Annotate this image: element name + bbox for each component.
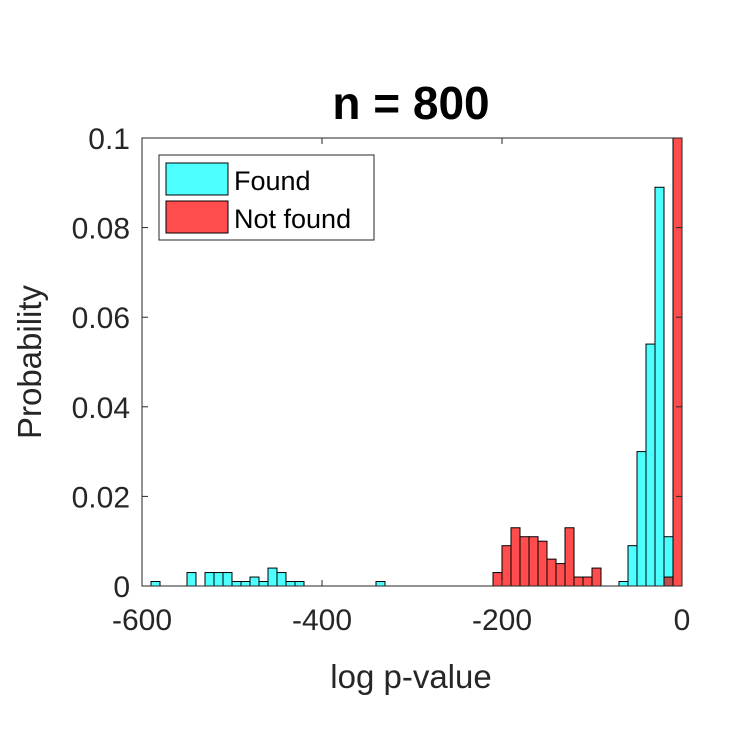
y-tick-label: 0.02 bbox=[72, 481, 130, 514]
axis-ticks: -600 -400 -200 0 0 0.02 0.04 0.06 0.08 0.1 bbox=[72, 123, 691, 637]
bar-found bbox=[285, 581, 296, 587]
bar-found bbox=[150, 581, 161, 587]
bar-found bbox=[222, 572, 233, 587]
x-tick-label: -200 bbox=[472, 604, 532, 637]
x-tick-label: 0 bbox=[674, 604, 691, 637]
y-tick-label: 0.08 bbox=[72, 213, 130, 246]
bar-not-found bbox=[582, 576, 593, 587]
bar-not-found bbox=[537, 540, 548, 587]
plot-frame bbox=[141, 137, 683, 587]
y-tick-label: 0.06 bbox=[72, 302, 130, 335]
bar-found bbox=[294, 581, 305, 587]
bar-found bbox=[636, 451, 647, 587]
bar-overlap bbox=[663, 576, 674, 587]
bar-not-found bbox=[672, 137, 683, 587]
legend-swatch-not-found bbox=[165, 200, 229, 234]
bar-found bbox=[186, 572, 197, 587]
legend-swatch-found bbox=[165, 162, 229, 196]
bar-found bbox=[663, 536, 674, 578]
y-tick-label: 0.04 bbox=[72, 392, 130, 425]
bar-found bbox=[645, 343, 656, 587]
bar-found bbox=[267, 567, 278, 587]
bar-not-found bbox=[492, 572, 503, 587]
bar-not-found bbox=[573, 576, 584, 587]
x-tick-label: -400 bbox=[292, 604, 352, 637]
y-tick-label: 0 bbox=[113, 571, 130, 604]
bar-not-found bbox=[591, 567, 602, 587]
bar-found bbox=[249, 576, 260, 587]
legend-label-not-found: Not found bbox=[234, 204, 351, 234]
bar-found bbox=[375, 581, 386, 587]
bar-not-found bbox=[528, 536, 539, 587]
bar-found bbox=[276, 572, 287, 587]
bar-found bbox=[258, 581, 269, 587]
y-axis-label: Probability bbox=[11, 284, 48, 439]
bar-found bbox=[618, 581, 629, 587]
y-tick-label: 0.1 bbox=[88, 123, 130, 156]
x-axis-label: log p-value bbox=[330, 658, 491, 695]
bar-found bbox=[240, 581, 251, 587]
chart-title: n = 800 bbox=[332, 77, 489, 129]
bar-found bbox=[654, 186, 665, 587]
bar-not-found bbox=[510, 527, 521, 587]
legend: Found Not found bbox=[158, 154, 375, 241]
x-tick-label: -600 bbox=[112, 604, 172, 637]
bar-not-found bbox=[519, 536, 530, 587]
bar-found bbox=[627, 545, 638, 587]
bar-not-found bbox=[564, 527, 575, 587]
bar-found bbox=[213, 572, 224, 587]
bar-not-found bbox=[546, 558, 557, 587]
bar-found bbox=[204, 572, 215, 587]
bar-not-found bbox=[555, 563, 566, 587]
bar-not-found bbox=[501, 545, 512, 587]
bar-found bbox=[231, 581, 242, 587]
legend-label-found: Found bbox=[234, 166, 311, 196]
